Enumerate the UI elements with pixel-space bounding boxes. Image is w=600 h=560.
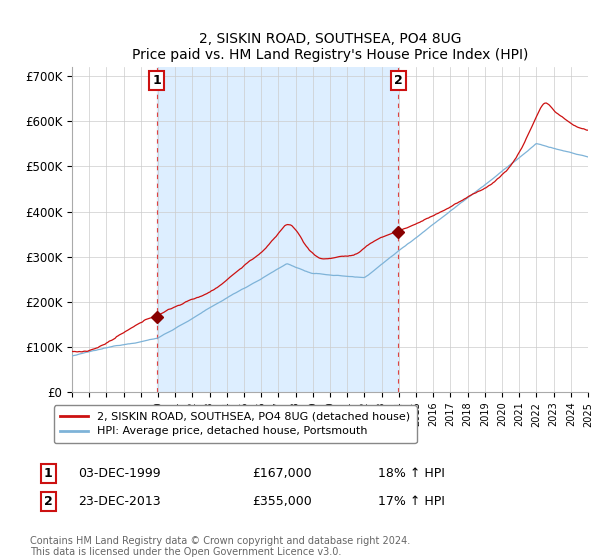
Text: 03-DEC-1999: 03-DEC-1999 (78, 466, 161, 480)
Text: 2: 2 (44, 494, 52, 508)
Text: 23-DEC-2013: 23-DEC-2013 (78, 494, 161, 508)
Bar (157, 67, 398, 392)
Text: 18% ↑ HPI: 18% ↑ HPI (378, 466, 445, 480)
Title: 2, SISKIN ROAD, SOUTHSEA, PO4 8UG
Price paid vs. HM Land Registry's House Price : 2, SISKIN ROAD, SOUTHSEA, PO4 8UG Price … (132, 32, 528, 62)
Text: 2: 2 (394, 74, 403, 87)
Text: £355,000: £355,000 (252, 494, 312, 508)
Text: £167,000: £167,000 (252, 466, 311, 480)
Legend: 2, SISKIN ROAD, SOUTHSEA, PO4 8UG (detached house), HPI: Average price, detached: 2, SISKIN ROAD, SOUTHSEA, PO4 8UG (detac… (53, 405, 416, 443)
Text: 1: 1 (152, 74, 161, 87)
Text: 1: 1 (44, 466, 52, 480)
Text: Contains HM Land Registry data © Crown copyright and database right 2024.
This d: Contains HM Land Registry data © Crown c… (30, 535, 410, 557)
Text: 17% ↑ HPI: 17% ↑ HPI (378, 494, 445, 508)
